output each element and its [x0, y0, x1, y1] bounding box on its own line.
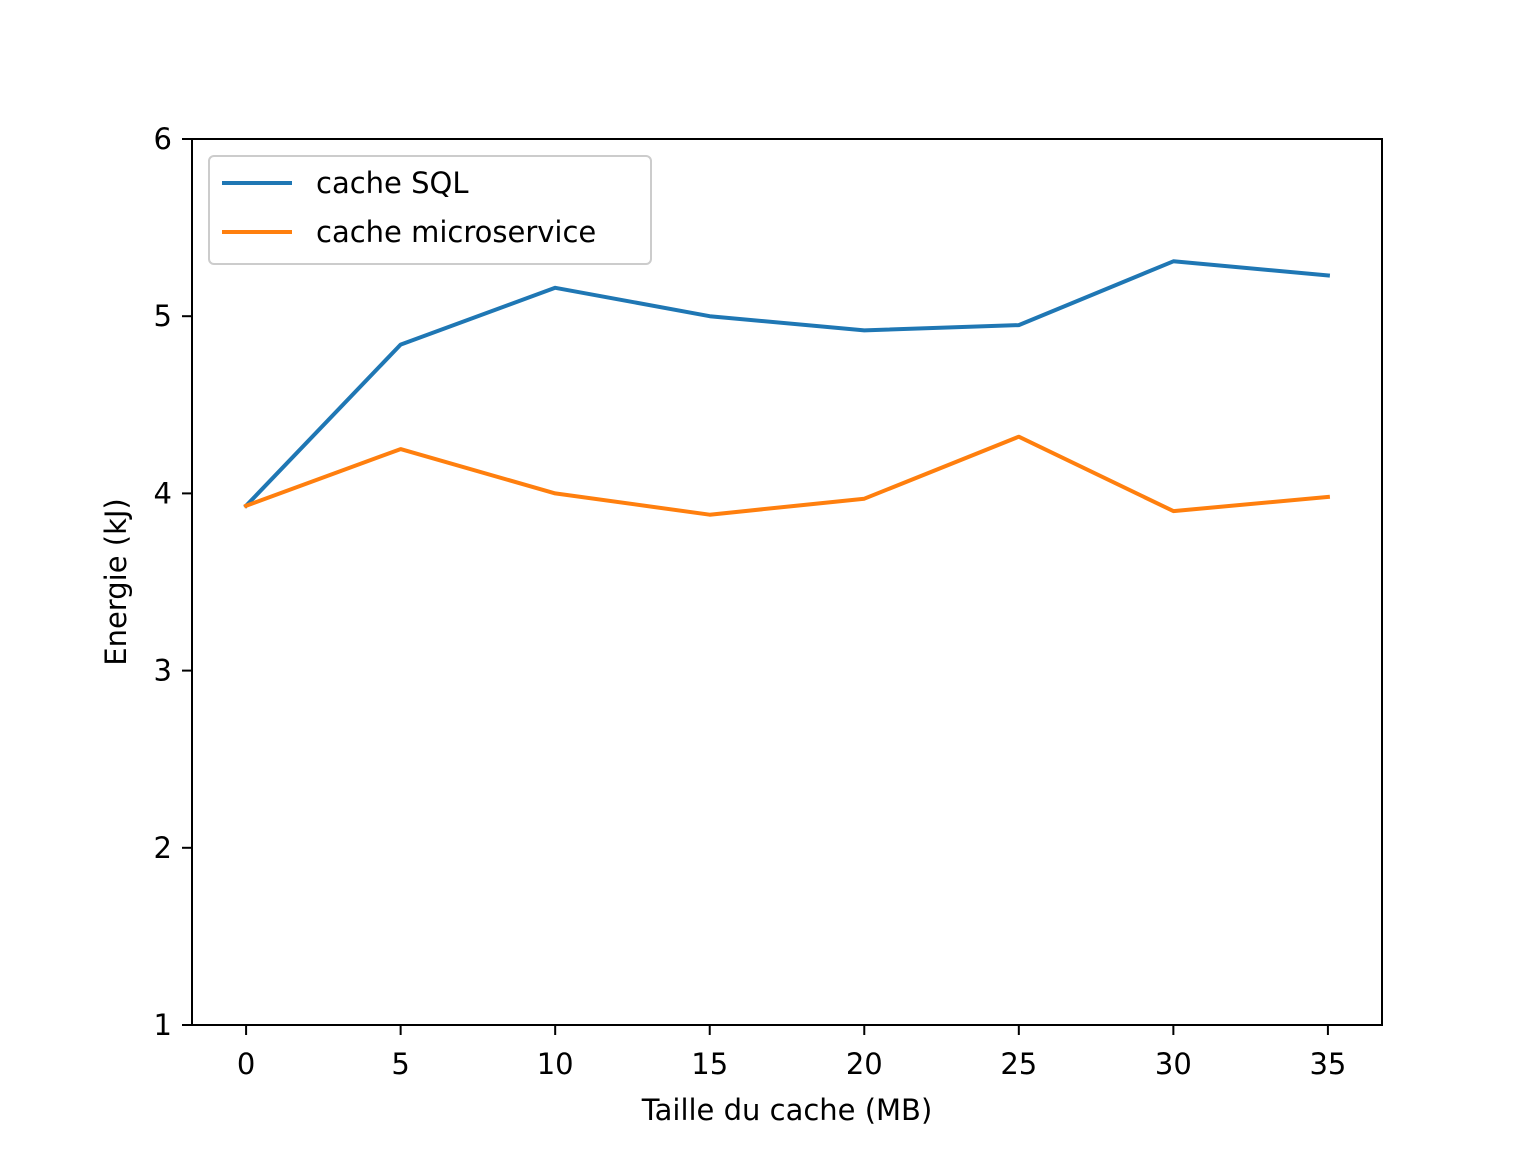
legend: cache SQL cache microservice	[208, 155, 652, 265]
series-line-2	[243, 434, 1331, 517]
legend-label-2: cache microservice	[316, 215, 596, 249]
legend-frame	[208, 155, 652, 265]
y-tick-label: 6	[154, 122, 172, 156]
y-tick-label: 1	[154, 1008, 172, 1042]
legend-label-1: cache SQL	[316, 166, 469, 200]
plot-frame	[191, 138, 1383, 1026]
x-tick-label: 5	[391, 1047, 409, 1081]
y-tick-label: 2	[154, 831, 172, 865]
y-tick-label: 3	[154, 654, 172, 688]
x-tick-label: 25	[1000, 1047, 1037, 1081]
series-layer	[243, 259, 1331, 517]
x-tick-label: 30	[1155, 1047, 1192, 1081]
x-tick-label: 20	[846, 1047, 883, 1081]
x-axis-ticks: 0 5 10 15 20 25 30 35	[237, 1025, 1346, 1081]
x-tick-label: 35	[1309, 1047, 1346, 1081]
x-tick-label: 15	[691, 1047, 728, 1081]
y-tick-label: 4	[154, 476, 172, 510]
x-tick-label: 10	[537, 1047, 574, 1081]
y-tick-label: 5	[154, 299, 172, 333]
series-line-1	[243, 259, 1331, 509]
y-axis-ticks: 1 2 3 4 5 6	[154, 122, 192, 1042]
x-tick-label: 0	[237, 1047, 255, 1081]
x-axis-label: Taille du cache (MB)	[641, 1093, 933, 1127]
y-axis-label: Energie (kJ)	[99, 498, 133, 665]
